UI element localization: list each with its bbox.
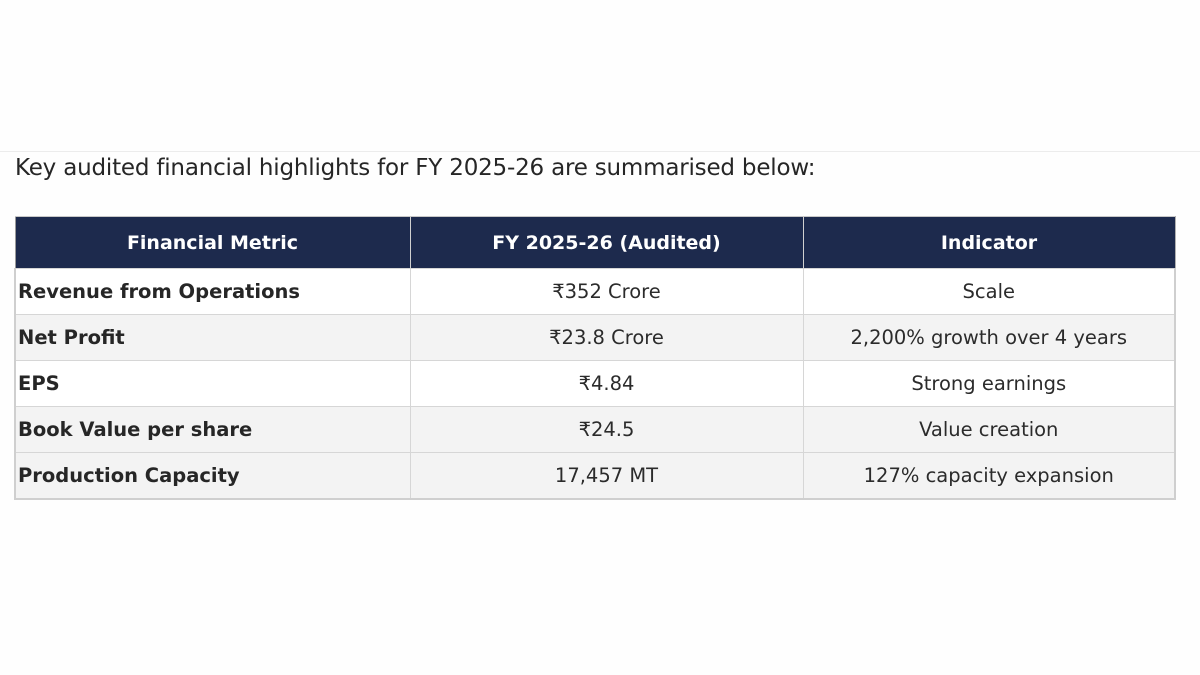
value-cell: ₹352 Crore [409, 268, 804, 315]
indicator-cell: Scale [802, 268, 1176, 315]
column-header-metric: Financial Metric [14, 216, 410, 269]
table-row: Revenue from Operations ₹352 Crore Scale [14, 268, 1176, 315]
value-cell: ₹23.8 Crore [409, 314, 804, 361]
divider [0, 151, 1200, 152]
value-cell: 17,457 MT [409, 452, 804, 500]
column-header-value: FY 2025-26 (Audited) [409, 216, 803, 269]
column-header-indicator: Indicator [802, 216, 1176, 269]
financial-highlights-table: Financial Metric FY 2025-26 (Audited) In… [14, 216, 1176, 500]
indicator-cell: 2,200% growth over 4 years [802, 314, 1176, 361]
table-header-row: Financial Metric FY 2025-26 (Audited) In… [14, 216, 1176, 269]
table-row: Book Value per share ₹24.5 Value creatio… [14, 406, 1176, 453]
metric-cell: Book Value per share [14, 406, 411, 453]
intro-paragraph: Key audited financial highlights for FY … [15, 155, 816, 181]
indicator-cell: Value creation [802, 406, 1176, 453]
value-cell: ₹24.5 [409, 406, 804, 453]
table-row: EPS ₹4.84 Strong earnings [14, 360, 1176, 407]
metric-cell: Production Capacity [14, 452, 411, 500]
value-cell: ₹4.84 [409, 360, 804, 407]
indicator-cell: 127% capacity expansion [802, 452, 1176, 500]
table-row: Net Profit ₹23.8 Crore 2,200% growth ove… [14, 314, 1176, 361]
indicator-cell: Strong earnings [802, 360, 1176, 407]
table-row: Production Capacity 17,457 MT 127% capac… [14, 452, 1176, 500]
metric-cell: EPS [14, 360, 411, 407]
metric-cell: Revenue from Operations [14, 268, 411, 315]
metric-cell: Net Profit [14, 314, 411, 361]
